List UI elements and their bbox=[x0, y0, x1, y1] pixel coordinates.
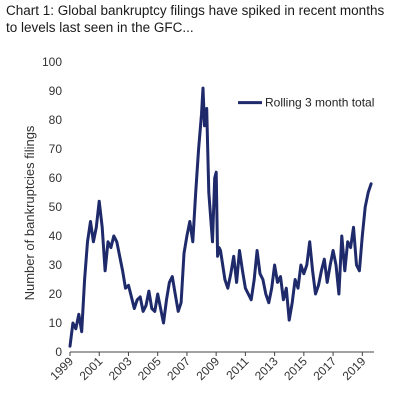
x-tick-label: 1999 bbox=[47, 354, 76, 383]
chart-plot-area bbox=[68, 86, 373, 348]
x-tick-label: 2019 bbox=[340, 354, 369, 383]
y-tick-label: 80 bbox=[49, 113, 63, 127]
y-tick-label: 20 bbox=[49, 287, 63, 301]
series-line bbox=[68, 86, 373, 348]
x-tick-label: 2013 bbox=[252, 354, 281, 383]
y-tick-label: 90 bbox=[49, 84, 63, 98]
chart-legend: Rolling 3 month total bbox=[238, 96, 374, 110]
x-tick-label: 2005 bbox=[135, 354, 164, 383]
x-tick-label: 2003 bbox=[106, 354, 135, 383]
legend-label: Rolling 3 month total bbox=[265, 96, 374, 110]
y-tick-label: 0 bbox=[55, 345, 62, 359]
x-tick-label: 2011 bbox=[223, 354, 251, 382]
y-tick-label: 30 bbox=[49, 258, 63, 272]
y-tick-label: 10 bbox=[49, 316, 63, 330]
x-tick-label: 2009 bbox=[193, 354, 222, 383]
y-tick-label: 100 bbox=[42, 55, 62, 69]
x-tick-label: 2001 bbox=[77, 354, 106, 383]
x-tick-label: 2007 bbox=[164, 354, 193, 383]
y-tick-label: 60 bbox=[49, 171, 63, 185]
y-tick-label: 40 bbox=[49, 229, 63, 243]
chart-title: Chart 1: Global bankruptcy filings have … bbox=[6, 3, 385, 35]
y-tick-label: 50 bbox=[49, 200, 63, 214]
y-axis-label: Number of bankruptcies filings bbox=[22, 125, 37, 300]
x-tick-label: 2017 bbox=[310, 354, 339, 383]
y-tick-label: 70 bbox=[49, 142, 63, 156]
x-tick-label: 2015 bbox=[281, 354, 310, 383]
